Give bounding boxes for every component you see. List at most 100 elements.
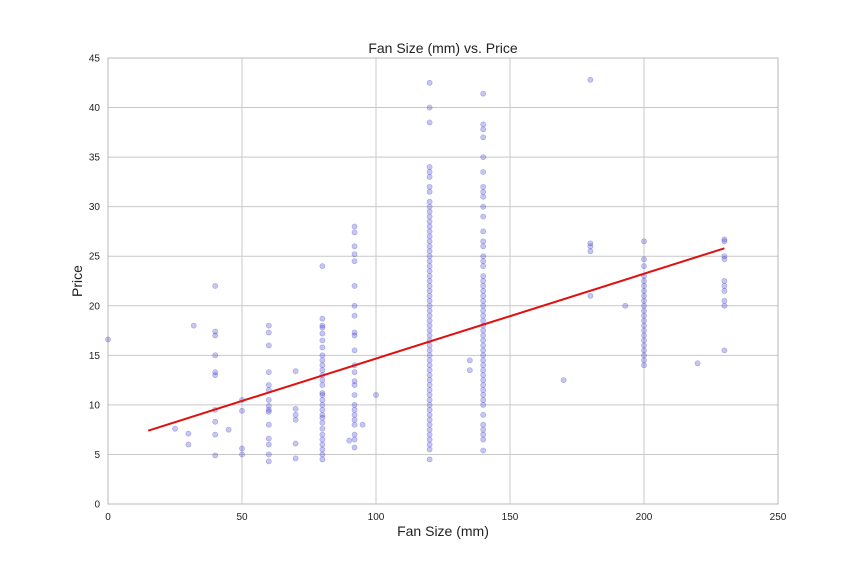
data-point (212, 431, 219, 438)
data-point (466, 367, 473, 374)
data-point (426, 243, 433, 250)
data-point (351, 411, 358, 418)
data-point (480, 362, 487, 369)
data-point (351, 332, 358, 339)
data-point (319, 382, 326, 388)
chart-title: Fan Size (mm) vs. Price (368, 40, 518, 56)
data-point (641, 352, 647, 359)
data-point (212, 332, 219, 339)
data-point (319, 322, 326, 329)
data-point (351, 251, 358, 258)
data-point (319, 401, 326, 408)
data-point (426, 302, 433, 309)
data-point (426, 322, 433, 329)
data-point (319, 419, 326, 426)
data-point (480, 327, 487, 334)
data-point (480, 352, 487, 359)
data-point (426, 441, 433, 448)
data-point (480, 134, 487, 141)
data-point (426, 164, 433, 170)
data-point (426, 104, 433, 111)
regression-line (147, 247, 725, 432)
data-point (641, 238, 647, 245)
data-point (292, 411, 299, 418)
data-point (480, 447, 487, 454)
data-point (480, 238, 487, 245)
data-point (319, 263, 326, 270)
data-point (426, 347, 433, 354)
data-point (426, 392, 433, 398)
data-point (265, 402, 272, 409)
data-point (265, 329, 272, 336)
data-point (319, 377, 326, 384)
data-point (480, 169, 487, 175)
data-point (351, 302, 358, 309)
data-point (426, 292, 433, 299)
data-point (480, 431, 487, 438)
data-points (105, 76, 728, 465)
data-point (480, 126, 487, 133)
data-point (480, 426, 487, 433)
data-point (426, 188, 433, 195)
data-point (172, 425, 178, 432)
data-point (319, 367, 326, 374)
data-point (641, 337, 647, 344)
y-tick-label: 10 (89, 400, 101, 411)
data-point (480, 203, 487, 210)
y-tick-label: 40 (89, 103, 101, 114)
data-point (587, 240, 594, 247)
data-point (426, 248, 433, 255)
data-point (426, 79, 433, 86)
data-point (319, 397, 326, 403)
data-point (426, 406, 433, 413)
data-point (641, 322, 647, 329)
data-point (239, 451, 245, 458)
x-tick-label: 50 (236, 512, 248, 523)
data-point (426, 382, 433, 388)
data-point (480, 292, 487, 299)
data-point (480, 337, 487, 344)
data-point (265, 382, 272, 388)
data-point (239, 407, 245, 414)
data-point (426, 183, 433, 190)
data-point (480, 302, 487, 309)
data-point (480, 382, 487, 388)
data-point (426, 446, 433, 453)
data-point (426, 253, 433, 260)
data-point (560, 377, 567, 384)
data-point (641, 302, 647, 309)
data-point (426, 327, 433, 334)
data-point (641, 263, 647, 270)
data-point (319, 411, 326, 418)
data-point (641, 297, 647, 304)
data-point (426, 169, 433, 175)
data-point (319, 344, 326, 351)
data-point (480, 317, 487, 324)
data-point (426, 431, 433, 438)
data-point (480, 297, 487, 304)
data-point (480, 288, 487, 294)
data-point (426, 332, 433, 339)
data-point (351, 347, 358, 354)
data-point (426, 312, 433, 319)
data-point (426, 213, 433, 220)
data-point (319, 315, 326, 322)
data-point (319, 330, 326, 337)
data-point (480, 392, 487, 398)
data-point (480, 273, 487, 279)
data-point (480, 228, 487, 235)
data-point (426, 273, 433, 279)
data-point (426, 416, 433, 423)
data-point (480, 411, 487, 418)
data-point (641, 342, 647, 349)
x-tick-labels: 0 50 100 150 200 250 (105, 512, 787, 523)
data-point (480, 263, 487, 270)
data-point (265, 369, 272, 376)
data-point (105, 336, 111, 343)
data-point (265, 458, 272, 465)
data-point (212, 452, 219, 459)
data-point (351, 378, 358, 385)
data-point (480, 154, 487, 161)
data-point (480, 367, 487, 374)
